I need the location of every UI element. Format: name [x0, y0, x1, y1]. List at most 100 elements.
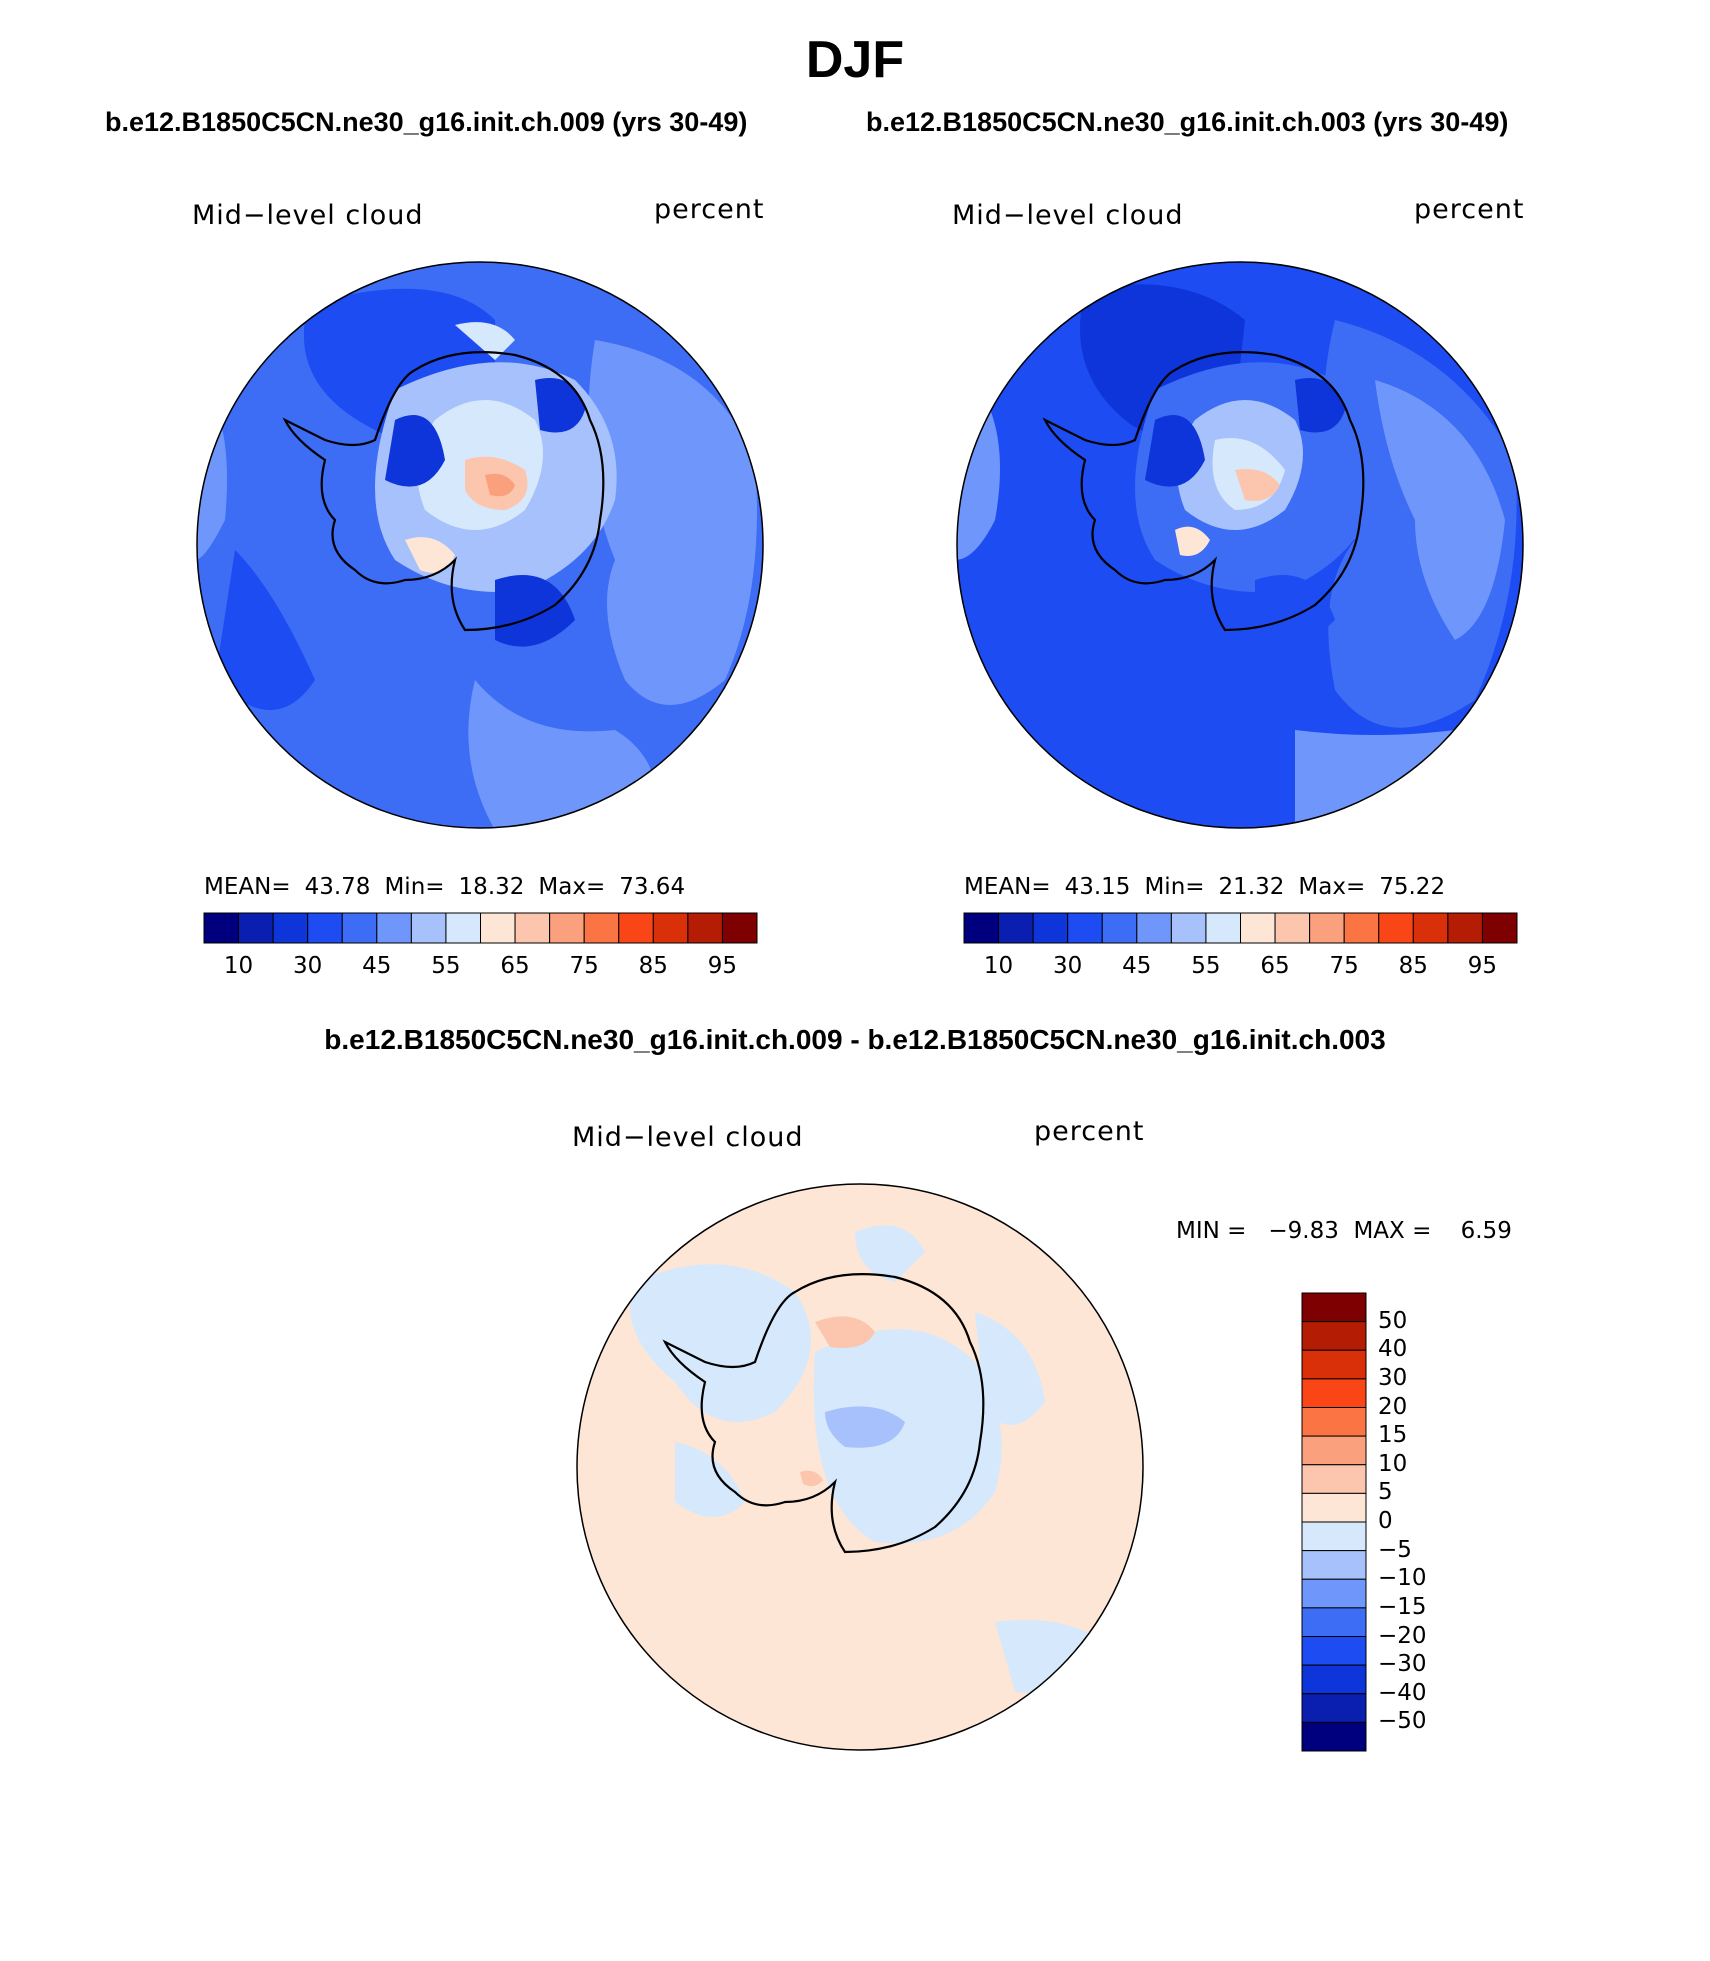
panel-a-colorbar-box — [514, 912, 551, 944]
panel-a-mean-value: 43.78 — [304, 874, 371, 900]
diff-colorbar-box — [1301, 1693, 1367, 1723]
panel-a-colorbar-box — [272, 912, 309, 944]
panel-a-colorbar-tick-label: 10 — [223, 953, 254, 979]
panel-b-colorbar-box — [963, 912, 1000, 944]
panel-b-max-label: Max= — [1298, 874, 1366, 900]
diff-colorbar-tick-label: −20 — [1378, 1622, 1427, 1649]
diff-title: b.e12.B1850C5CN.ne30_g16.init.ch.009 - b… — [324, 1024, 1386, 1055]
panel-a-colorbar-box — [652, 912, 689, 944]
panel-a-units-label: percent — [654, 194, 765, 225]
diff-colorbar-tick-label: 50 — [1378, 1307, 1408, 1334]
panel-a-colorbar-box — [480, 912, 516, 944]
diff-colorbar-tick-label: −40 — [1378, 1679, 1427, 1706]
diff-colorbar-tick-label: 0 — [1378, 1508, 1393, 1534]
case-b-title: b.e12.B1850C5CN.ne30_g16.init.ch.003 (yr… — [866, 107, 1509, 137]
panel-b-colorbar-tick-label: 85 — [1398, 953, 1428, 979]
panel-b-colorbar-tick-label: 95 — [1467, 953, 1498, 979]
panel-b-variable-label: Mid−level cloud — [952, 200, 1184, 231]
panel-a-colorbar-tick-label: 30 — [293, 953, 323, 979]
panel-b-units-label: percent — [1414, 194, 1525, 225]
panel-a-colorbar-tick-label: 75 — [569, 953, 599, 979]
panel-b-min-label: Min= — [1144, 874, 1205, 900]
figure-title: DJF — [805, 31, 905, 89]
panel-a-colorbar-tick-label: 45 — [362, 953, 392, 979]
panel-b-colorbar-box — [1067, 912, 1103, 944]
diff-colorbar-box — [1301, 1521, 1367, 1552]
panel-b-colorbar-tick-label: 65 — [1260, 953, 1290, 979]
panel-b-stats: MEAN= 43.15 Min= 21.32 Max= 75.22 — [964, 874, 1459, 900]
diff-units-label: percent — [1034, 1116, 1145, 1147]
panel-b-colorbar-tick-label: 10 — [983, 953, 1014, 979]
diff-colorbar-tick-label: 20 — [1378, 1393, 1408, 1420]
panel-b-map — [956, 261, 1524, 829]
diff-colorbar-box — [1301, 1349, 1367, 1380]
diff-colorbar-tick-label: 40 — [1378, 1336, 1408, 1363]
diff-variable-label: Mid−level cloud — [572, 1122, 804, 1153]
diff-colorbar-box — [1301, 1636, 1367, 1666]
panel-a-colorbar-box — [307, 912, 343, 944]
diff-colorbar-tick-label: −50 — [1378, 1708, 1427, 1735]
panel-a-colorbar-box — [445, 912, 481, 944]
panel-a-colorbar-box — [549, 912, 585, 944]
panel-a-colorbar-box — [687, 912, 723, 944]
panel-a-colorbar-box — [618, 912, 654, 944]
diff-colorbar-tick-label: −10 — [1378, 1565, 1427, 1592]
panel-b-mean-label: MEAN= — [964, 874, 1051, 900]
panel-b-colorbar-box — [1412, 912, 1449, 944]
panel-b-colorbar-tick-label: 45 — [1122, 953, 1152, 979]
diff-colorbar-box — [1301, 1607, 1367, 1637]
panel-b-mean-value: 43.15 — [1064, 874, 1131, 900]
panel-a-variable-label: Mid−level cloud — [192, 200, 424, 231]
diff-colorbar-tick-label: 15 — [1378, 1422, 1408, 1449]
diff-colorbar-box — [1301, 1407, 1367, 1437]
diff-colorbar-tick-label: 10 — [1378, 1450, 1408, 1477]
diff-colorbar-box — [1301, 1721, 1367, 1752]
panel-a-stats: MEAN= 43.78 Min= 18.32 Max= 73.64 — [204, 874, 699, 900]
panel-a-colorbar — [203, 912, 758, 944]
diff-colorbar-tick-label: 5 — [1378, 1479, 1393, 1506]
panel-b-colorbar-tick-label: 30 — [1053, 953, 1083, 979]
panel-b-colorbar-box — [1378, 912, 1414, 944]
panel-b-colorbar-box — [1274, 912, 1311, 944]
panel-a-colorbar-box — [376, 912, 412, 944]
diff-colorbar-tick-label: 30 — [1378, 1364, 1408, 1391]
diff-colorbar-box — [1301, 1664, 1367, 1695]
case-a-title: b.e12.B1850C5CN.ne30_g16.init.ch.009 (yr… — [105, 107, 748, 137]
panel-b-colorbar-box — [1447, 912, 1483, 944]
diff-colorbar-box — [1301, 1378, 1367, 1408]
panel-a-mean-label: MEAN= — [204, 874, 291, 900]
panel-a-colorbar-box — [238, 912, 274, 944]
panel-a-colorbar-box — [721, 912, 758, 944]
diff-colorbar-tick-label: −30 — [1378, 1651, 1427, 1678]
panel-b-max-value: 75.22 — [1379, 874, 1446, 900]
diff-colorbar-box — [1301, 1435, 1367, 1466]
panel-b-colorbar-box — [1240, 912, 1276, 944]
panel-b-colorbar-box — [1481, 912, 1518, 944]
panel-b-min-value: 21.32 — [1218, 874, 1285, 900]
panel-b-colorbar-box — [1343, 912, 1380, 944]
panel-a-colorbar-box — [341, 912, 378, 944]
panel-a-colorbar-tick-label: 95 — [707, 953, 738, 979]
panel-a-min-label: Min= — [384, 874, 445, 900]
diff-colorbar-box — [1301, 1492, 1367, 1523]
panel-b-colorbar-box — [1101, 912, 1138, 944]
panel-b-colorbar-box — [1136, 912, 1172, 944]
diff-colorbar-box — [1301, 1464, 1367, 1494]
diff-map — [576, 1183, 1144, 1751]
panel-a-min-value: 18.32 — [458, 874, 525, 900]
panel-b-colorbar-tick-label: 55 — [1191, 953, 1221, 979]
diff-minmax: MIN = −9.83 MAX = 6.59 — [1176, 1218, 1512, 1244]
panel-a-colorbar-box — [583, 912, 620, 944]
diff-colorbar-box — [1301, 1578, 1367, 1609]
diff-colorbar-box — [1301, 1321, 1367, 1351]
diff-colorbar-box — [1301, 1292, 1367, 1323]
panel-a-colorbar-tick-label: 85 — [638, 953, 668, 979]
panel-a-colorbar-box — [410, 912, 447, 944]
diff-colorbar-tick-label: −5 — [1378, 1536, 1412, 1563]
diff-colorbar — [1301, 1292, 1367, 1752]
panel-a-colorbar-tick-label: 55 — [431, 953, 461, 979]
panel-b-colorbar — [963, 912, 1518, 944]
panel-a-map — [196, 261, 764, 829]
panel-b-colorbar-box — [998, 912, 1034, 944]
diff-colorbar-box — [1301, 1550, 1367, 1580]
